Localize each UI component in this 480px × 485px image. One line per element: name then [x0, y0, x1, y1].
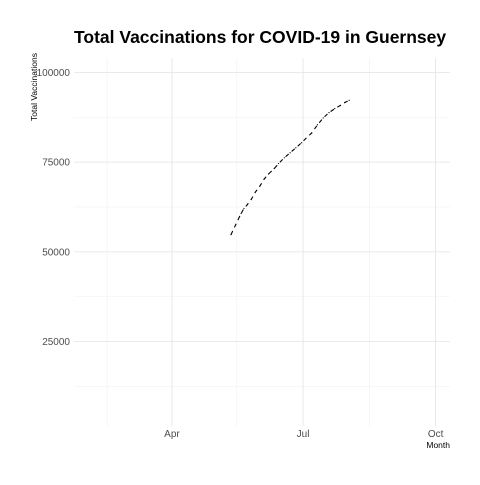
data-point [322, 117, 324, 119]
data-point [243, 207, 245, 210]
x-tick-label: Oct [428, 429, 444, 440]
data-point [246, 204, 248, 206]
data-point [301, 142, 303, 144]
series-layer [230, 99, 350, 236]
data-point [328, 111, 330, 114]
y-tick-label: 100000 [37, 68, 71, 79]
x-tick-label: Apr [164, 429, 180, 440]
data-point [250, 198, 252, 201]
data-point [348, 99, 350, 101]
data-point [254, 191, 257, 193]
data-point [311, 132, 313, 134]
data-point [267, 173, 270, 175]
y-tick-label: 75000 [42, 158, 70, 169]
data-point [289, 152, 291, 154]
data-point [273, 167, 275, 170]
data-point [240, 212, 242, 215]
x-tick-labels: Apr Jul Oct [164, 429, 443, 440]
data-point [239, 215, 241, 217]
gridlines [74, 58, 450, 426]
chart-title: Total Vaccinations for COVID-19 in Guern… [74, 27, 446, 47]
y-tick-labels: 25000 50000 75000 100000 [37, 68, 71, 348]
y-tick-label: 50000 [42, 247, 70, 258]
data-point [277, 162, 280, 165]
x-tick-label: Jul [297, 429, 310, 440]
data-point [295, 147, 297, 149]
data-point [305, 137, 307, 140]
y-tick-label: 25000 [42, 337, 70, 348]
data-point [339, 104, 342, 106]
data-point [230, 234, 232, 236]
data-point [283, 157, 285, 159]
data-point [334, 108, 336, 110]
y-axis-title: Total Vaccinations [29, 53, 39, 121]
data-point [263, 178, 265, 180]
data-point [344, 101, 346, 104]
x-axis-title: Month [426, 440, 450, 450]
data-point [259, 185, 261, 187]
data-point [316, 124, 319, 126]
series-line [230, 99, 350, 235]
